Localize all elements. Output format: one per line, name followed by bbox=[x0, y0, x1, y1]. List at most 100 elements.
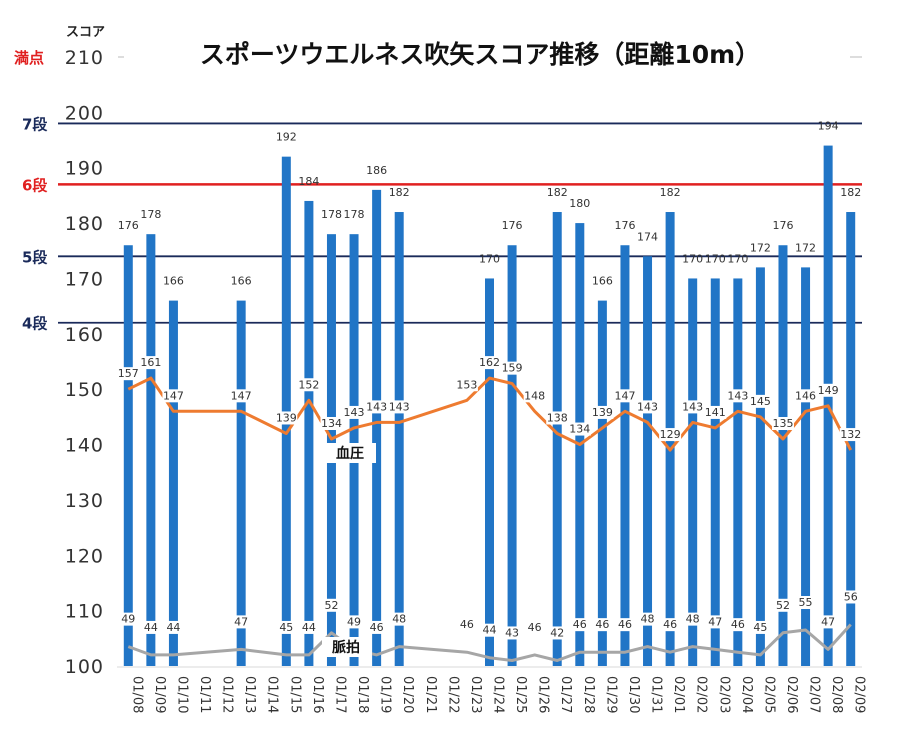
x-tick-label: 01/17 bbox=[332, 676, 347, 713]
pulse-data-label: 48 bbox=[641, 613, 655, 626]
bp-label-bg bbox=[275, 411, 298, 425]
pulse-label-bg bbox=[230, 615, 253, 629]
bp-data-label: 143 bbox=[366, 400, 387, 413]
pulse-data-label: 52 bbox=[324, 599, 338, 612]
y-tick-label: 110 bbox=[65, 601, 104, 623]
bp-label-bg bbox=[659, 428, 682, 442]
pulse-label-bg bbox=[455, 618, 478, 632]
x-tick-label: 01/16 bbox=[310, 676, 325, 713]
x-tick-label: 02/07 bbox=[807, 676, 822, 713]
bp-data-label: 139 bbox=[276, 411, 297, 424]
pulse-label-bg bbox=[501, 626, 524, 640]
score-bar bbox=[710, 278, 720, 666]
bp-data-label: 147 bbox=[231, 389, 252, 402]
x-tick-label: 01/09 bbox=[152, 676, 167, 713]
bp-label-bg bbox=[591, 405, 614, 419]
y-tick-label: 120 bbox=[65, 545, 104, 567]
score-bar-label: 176 bbox=[772, 219, 793, 232]
pulse-data-label: 45 bbox=[753, 621, 767, 634]
bp-data-label: 138 bbox=[547, 411, 568, 424]
x-tick-label: 01/15 bbox=[287, 676, 302, 713]
x-axis: 01/08 01/09 01/10 01/11 01/12 01/13 01/14 01/15… bbox=[117, 666, 867, 713]
bp-label-bg bbox=[388, 400, 411, 414]
pulse-data-label: 47 bbox=[708, 615, 722, 628]
pulse-data-label: 46 bbox=[528, 621, 542, 634]
score-bar-label: 182 bbox=[660, 186, 681, 199]
x-tick-label: 01/21 bbox=[423, 676, 438, 713]
x-tick-label: 01/13 bbox=[242, 676, 257, 713]
bp-label-bg bbox=[568, 422, 591, 436]
y-tick-label: 190 bbox=[65, 158, 104, 180]
bp-data-label: 143 bbox=[389, 400, 410, 413]
bp-label-bg bbox=[501, 361, 524, 375]
bp-data-label: 134 bbox=[569, 423, 590, 436]
x-tick-label: 01/22 bbox=[445, 676, 460, 713]
score-bar-label: 176 bbox=[614, 219, 635, 232]
x-tick-label: 01/30 bbox=[626, 676, 641, 713]
score-bar-label: 186 bbox=[366, 164, 387, 177]
y-tick-label: 210 bbox=[65, 47, 104, 69]
pulse-data-label: 46 bbox=[731, 618, 745, 631]
x-tick-label: 01/31 bbox=[649, 676, 664, 713]
blood-pressure-series-label: 血圧 bbox=[336, 445, 364, 462]
pulse-data-label: 48 bbox=[686, 613, 700, 626]
bp-data-label: 161 bbox=[140, 356, 161, 369]
pulse-data-label: 46 bbox=[370, 621, 384, 634]
pulse-series-label: 脈拍 bbox=[332, 639, 360, 656]
bp-data-label: 139 bbox=[592, 406, 613, 419]
pulse-label-bg bbox=[613, 618, 636, 632]
bp-data-label: 129 bbox=[660, 428, 681, 441]
score-bar bbox=[755, 267, 765, 666]
pulse-data-label: 47 bbox=[234, 615, 248, 628]
x-tick-label: 02/02 bbox=[694, 676, 709, 713]
bp-data-label: 147 bbox=[614, 389, 635, 402]
bp-data-label: 147 bbox=[163, 389, 184, 402]
bp-label-bg bbox=[613, 389, 636, 403]
y-axis: 100 110 120 130 140 150 160 170 180 190 200 210 bbox=[65, 47, 104, 678]
x-tick-label: 01/18 bbox=[355, 676, 370, 713]
y-tick-label: 140 bbox=[65, 435, 104, 457]
score-bar-label: 176 bbox=[118, 219, 139, 232]
blood-pressure-line bbox=[127, 376, 853, 452]
score-bar bbox=[507, 245, 517, 666]
score-bar-label: 170 bbox=[705, 252, 726, 265]
pulse-data-label: 46 bbox=[663, 618, 677, 631]
x-tick-label: 01/25 bbox=[513, 676, 528, 713]
score-bar-label: 178 bbox=[140, 208, 161, 221]
pulse-label-bg bbox=[365, 620, 388, 634]
score-bar bbox=[688, 278, 698, 666]
score-bar-label: 170 bbox=[479, 252, 500, 265]
score-bar bbox=[485, 278, 494, 666]
pulse-label-bg bbox=[162, 620, 185, 634]
pulse-data-label: 46 bbox=[618, 618, 632, 631]
bp-label-bg bbox=[546, 411, 569, 425]
bp-label-bg bbox=[297, 378, 320, 392]
bp-data-label: 153 bbox=[456, 378, 477, 391]
bp-label-bg bbox=[320, 417, 343, 431]
pulse-data-label: 55 bbox=[799, 596, 813, 609]
score-bar bbox=[778, 245, 788, 666]
y-tick-label: 130 bbox=[65, 490, 104, 512]
pulse-label-bg bbox=[749, 620, 772, 634]
score-bar bbox=[281, 156, 291, 666]
score-bar-label: 182 bbox=[547, 186, 568, 199]
score-bar-label: 192 bbox=[276, 131, 297, 144]
score-bar-label: 172 bbox=[750, 241, 771, 254]
x-tick-label: 01/20 bbox=[400, 676, 415, 713]
pulse-label-bg bbox=[388, 612, 411, 626]
pulse-data-label: 49 bbox=[347, 615, 361, 628]
pulse-data-label: 46 bbox=[573, 618, 587, 631]
bp-label-bg bbox=[839, 428, 862, 442]
score-bar-label: 184 bbox=[298, 175, 319, 188]
bp-data-label: 141 bbox=[705, 406, 726, 419]
score-bar-label: 166 bbox=[592, 275, 613, 288]
score-bar bbox=[620, 245, 630, 666]
x-tick-label: 01/11 bbox=[197, 676, 212, 713]
bp-data-label: 157 bbox=[118, 367, 139, 380]
score-bar-label: 182 bbox=[389, 186, 410, 199]
pulse-label-bg bbox=[794, 596, 817, 610]
y-axis-unit-label: スコア bbox=[66, 25, 105, 40]
score-bar bbox=[801, 267, 811, 666]
y-tick-label: 160 bbox=[65, 324, 104, 346]
